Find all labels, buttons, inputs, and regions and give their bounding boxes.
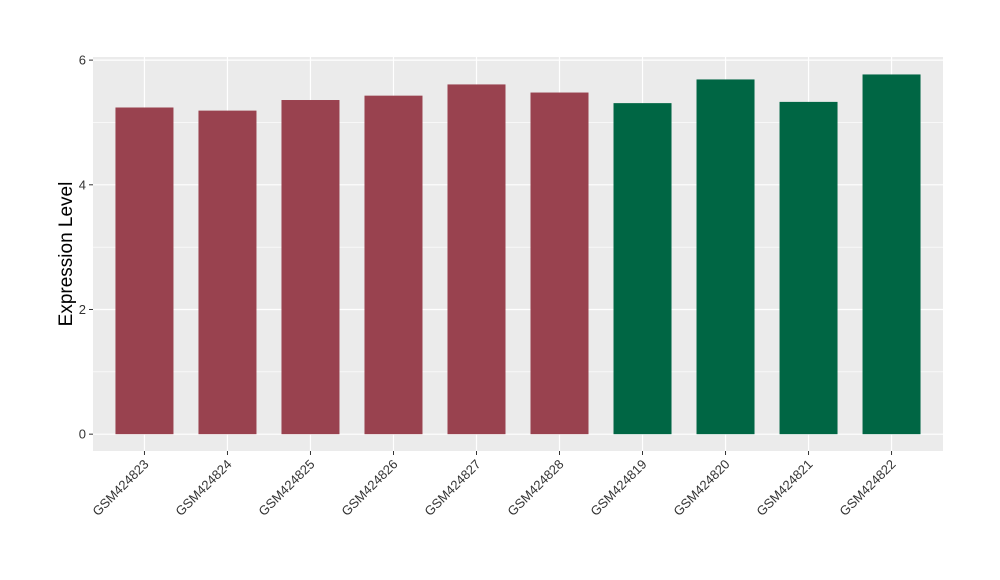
y-tick-label: 4 xyxy=(79,177,86,192)
x-axis: GSM424823 GSM424824 GSM424825 GSM424826 GSM4… xyxy=(89,451,899,519)
bar xyxy=(779,101,838,435)
bar xyxy=(530,92,589,435)
y-tick-label: 0 xyxy=(79,427,86,442)
bar xyxy=(613,103,672,435)
bar xyxy=(198,110,257,435)
x-tick-label: GSM424819 xyxy=(587,457,649,519)
bar xyxy=(447,84,506,435)
y-tick-label: 6 xyxy=(79,53,86,68)
bar xyxy=(281,100,340,435)
x-tick-label: GSM424820 xyxy=(670,457,732,519)
x-tick-label: GSM424825 xyxy=(255,457,317,519)
y-axis-title: Expression Level xyxy=(56,182,77,327)
x-tick-label: GSM424826 xyxy=(338,457,400,519)
bar xyxy=(115,107,174,435)
x-tick-label: GSM424824 xyxy=(172,457,234,519)
x-tick-label: GSM424821 xyxy=(753,457,815,519)
x-tick-label: GSM424822 xyxy=(836,457,898,519)
x-tick-label: GSM424827 xyxy=(421,457,483,519)
bar xyxy=(862,74,921,435)
y-axis: 0 2 4 6 xyxy=(79,53,93,442)
y-tick-label: 2 xyxy=(79,302,86,317)
bar xyxy=(364,95,423,435)
x-tick-label: GSM424828 xyxy=(504,457,566,519)
x-tick-label: GSM424823 xyxy=(89,457,151,519)
bar xyxy=(696,79,755,435)
bars xyxy=(115,74,921,435)
